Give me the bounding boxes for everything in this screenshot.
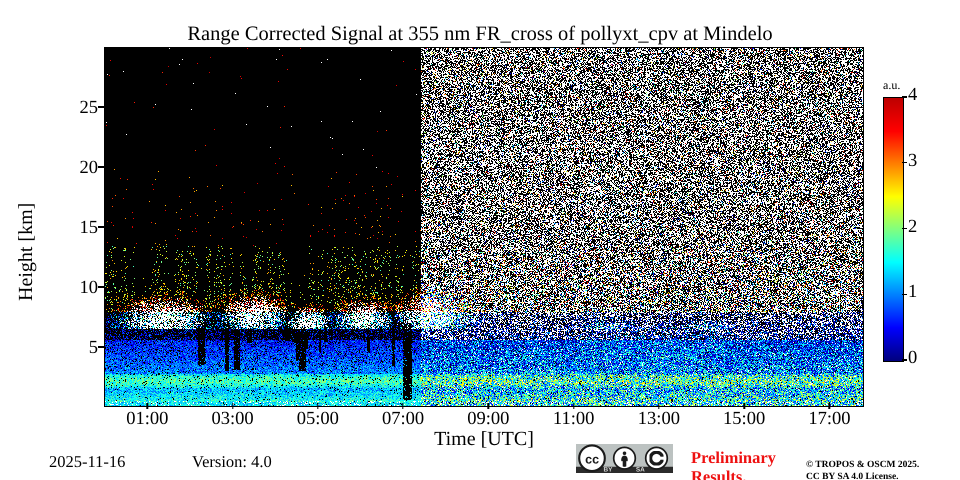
svg-text:SA: SA [636, 466, 645, 473]
svg-text:cc: cc [585, 452, 599, 466]
svg-text:BY: BY [604, 466, 614, 473]
